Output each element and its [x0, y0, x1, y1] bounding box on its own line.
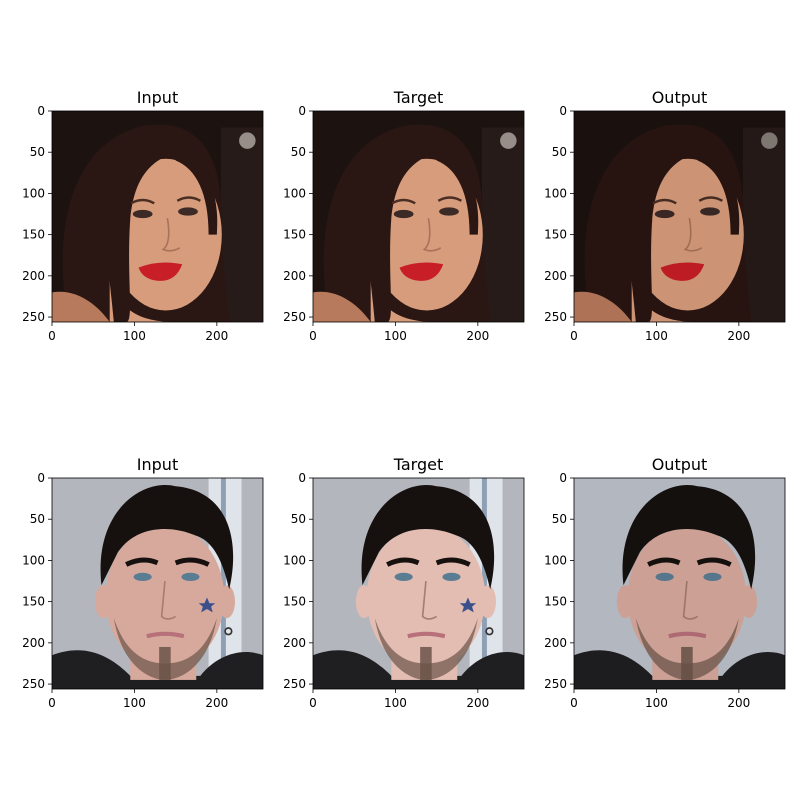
axes-frame [573, 110, 786, 323]
panel-man-target: Target 0 100 200 0 50 100 150 200 250 [283, 455, 525, 710]
y-tick-label: 50 [552, 145, 567, 159]
x-tick-label: 100 [645, 329, 668, 343]
y-tick-label: 250 [22, 310, 45, 324]
axes-frame [573, 477, 786, 690]
panel-title: Target [393, 88, 444, 107]
y-tick-label: 0 [298, 104, 306, 118]
panel-title: Target [393, 455, 444, 474]
y-tick-label: 100 [22, 186, 45, 200]
y-tick-label: 100 [544, 553, 567, 567]
face-image [52, 111, 263, 322]
y-tick-label: 150 [22, 595, 45, 609]
panel-woman-input: Input 0 100 200 0 50 100 150 200 250 [22, 88, 264, 343]
face-image [574, 111, 785, 322]
panel-woman-output: Output 0 100 200 0 50 100 150 200 250 [544, 88, 786, 343]
panel-title: Output [652, 88, 708, 107]
y-tick-label: 250 [283, 677, 306, 691]
y-tick-label: 150 [22, 228, 45, 242]
face-image [52, 478, 263, 689]
y-tick-label: 150 [283, 595, 306, 609]
x-tick-label: 100 [645, 696, 668, 710]
axes-frame [312, 477, 525, 690]
y-tick-label: 200 [283, 269, 306, 283]
y-tick-label: 0 [37, 104, 45, 118]
face-image [574, 478, 785, 689]
y-tick-label: 0 [559, 104, 567, 118]
x-tick-label: 0 [570, 329, 578, 343]
y-tick-label: 0 [559, 471, 567, 485]
panel-man-output: Output 0 100 200 0 50 100 150 200 250 [544, 455, 786, 710]
axes-frame [51, 477, 264, 690]
panel-title: Output [652, 455, 708, 474]
y-tick-label: 200 [22, 269, 45, 283]
y-tick-label: 200 [22, 636, 45, 650]
y-tick-label: 250 [283, 310, 306, 324]
y-tick-label: 50 [552, 512, 567, 526]
y-tick-label: 100 [283, 553, 306, 567]
y-tick-label: 150 [544, 228, 567, 242]
axes-frame [312, 110, 525, 323]
panel-title: Input [137, 455, 178, 474]
y-tick-label: 250 [544, 677, 567, 691]
y-tick-label: 50 [291, 145, 306, 159]
x-tick-label: 200 [205, 329, 228, 343]
x-tick-label: 100 [384, 696, 407, 710]
x-tick-label: 0 [48, 329, 56, 343]
x-tick-label: 0 [309, 329, 317, 343]
x-tick-label: 0 [48, 696, 56, 710]
y-tick-label: 50 [30, 145, 45, 159]
y-tick-label: 100 [283, 186, 306, 200]
y-tick-label: 250 [544, 310, 567, 324]
x-tick-label: 200 [466, 329, 489, 343]
x-tick-label: 100 [123, 329, 146, 343]
y-tick-label: 150 [283, 228, 306, 242]
x-tick-label: 0 [570, 696, 578, 710]
y-tick-label: 200 [283, 636, 306, 650]
x-tick-label: 200 [727, 329, 750, 343]
y-tick-label: 0 [37, 471, 45, 485]
y-tick-label: 0 [298, 471, 306, 485]
panel-man-input: Input 0 100 200 0 50 100 150 200 250 [22, 455, 264, 710]
x-tick-label: 200 [727, 696, 750, 710]
y-tick-label: 100 [544, 186, 567, 200]
x-tick-label: 200 [466, 696, 489, 710]
face-image [313, 478, 524, 689]
y-tick-label: 100 [22, 553, 45, 567]
x-tick-label: 0 [309, 696, 317, 710]
axes-frame [51, 110, 264, 323]
panel-woman-target: Target 0 100 200 0 50 100 150 200 250 [283, 88, 525, 343]
y-tick-label: 150 [544, 595, 567, 609]
y-tick-label: 200 [544, 269, 567, 283]
face-image [313, 111, 524, 322]
y-tick-label: 250 [22, 677, 45, 691]
x-tick-label: 100 [123, 696, 146, 710]
x-tick-label: 200 [205, 696, 228, 710]
y-tick-label: 50 [291, 512, 306, 526]
y-tick-label: 50 [30, 512, 45, 526]
x-tick-label: 100 [384, 329, 407, 343]
panel-title: Input [137, 88, 178, 107]
y-tick-label: 200 [544, 636, 567, 650]
